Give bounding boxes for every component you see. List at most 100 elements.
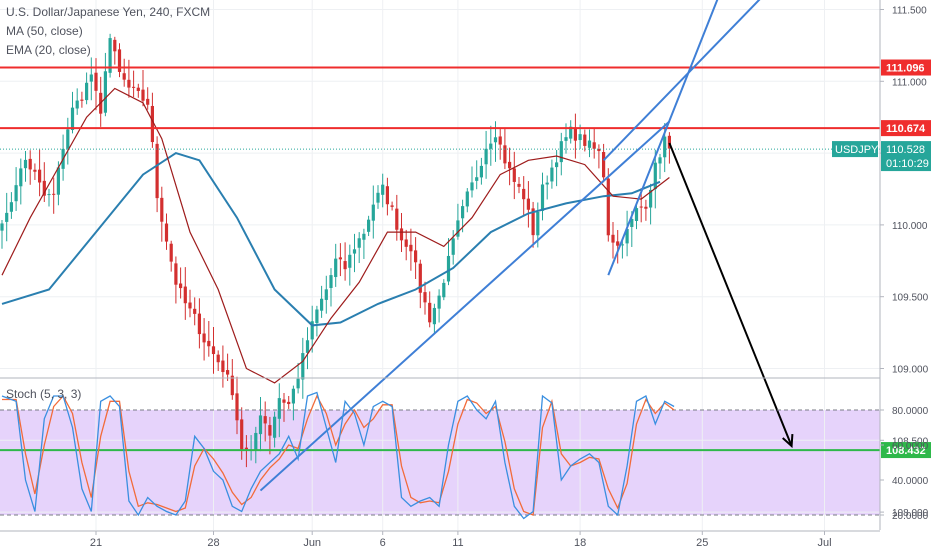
candle-body <box>273 416 277 438</box>
candle-body <box>545 182 549 185</box>
candle-body <box>630 219 634 227</box>
candle-body <box>127 79 131 88</box>
time-tick-label: Jun <box>303 537 321 549</box>
price-tick-label: 109.500 <box>892 293 929 304</box>
candle-body <box>498 136 502 145</box>
candle-body <box>287 401 291 405</box>
candle-body <box>381 184 385 195</box>
candle-body <box>235 393 239 421</box>
stoch-legend: Stoch (5, 3, 3) <box>6 387 82 401</box>
candle-body <box>310 321 314 340</box>
candle-body <box>522 188 526 200</box>
candle-body <box>493 137 498 143</box>
candle-body <box>663 136 667 158</box>
candle-body <box>465 191 469 207</box>
candle-body <box>446 255 451 282</box>
candle-body <box>19 168 23 187</box>
candle-body <box>254 432 258 451</box>
candle-body <box>207 340 211 347</box>
candle-body <box>150 105 154 143</box>
candle-body <box>305 340 310 353</box>
candle-body <box>442 282 446 298</box>
candle-body <box>28 158 32 170</box>
candle-body <box>202 333 206 343</box>
candle-body <box>625 228 629 244</box>
candle-body <box>113 39 117 52</box>
candle-body <box>583 134 587 146</box>
candle-body <box>649 189 653 208</box>
candle-body <box>14 185 18 202</box>
candle-body <box>240 419 244 450</box>
candle-body <box>517 183 521 187</box>
candle-body <box>9 202 13 212</box>
candle-body <box>258 415 263 435</box>
price-tick-label: 108.000 <box>892 508 929 519</box>
candle-body <box>160 197 164 222</box>
candle-body <box>573 127 577 141</box>
candle-body <box>475 177 479 181</box>
candle-body <box>414 250 418 263</box>
ema20-line <box>1 87 670 384</box>
candle-body <box>42 180 46 196</box>
candle-body <box>174 263 178 285</box>
candle-body <box>268 425 272 436</box>
stoch-k-line <box>1 391 675 520</box>
candle-body <box>155 143 159 199</box>
candle-body <box>569 126 573 139</box>
candle-body <box>371 204 375 221</box>
candle-body <box>56 167 60 195</box>
candle-body <box>38 169 42 183</box>
candle-body <box>221 360 225 373</box>
candle-body <box>179 283 183 289</box>
candle-body <box>197 313 201 335</box>
candle-body <box>216 354 220 363</box>
resistance-lower-price-tag <box>881 120 931 137</box>
time-tick-label: 18 <box>574 537 586 549</box>
candle-body <box>653 162 657 190</box>
candle-body <box>376 192 380 203</box>
candle-body <box>47 194 51 196</box>
candle-body <box>226 370 230 375</box>
candle-body <box>456 220 460 237</box>
candle-body <box>282 399 286 403</box>
projection-arrow <box>668 142 793 447</box>
time-tick-label: Jul <box>817 537 831 549</box>
candle-body <box>385 186 389 205</box>
candle-body <box>357 238 361 248</box>
time-tick-label: 6 <box>380 537 386 549</box>
candle-body <box>555 162 559 168</box>
candle-body <box>183 286 187 304</box>
candle-body <box>263 416 267 424</box>
candle-body <box>343 261 347 270</box>
candle-body <box>658 157 662 164</box>
candle-body <box>418 263 422 293</box>
candle-body <box>489 143 493 149</box>
candle-body <box>602 152 606 178</box>
candle-body <box>512 168 516 182</box>
price-tick-label: 109.000 <box>892 365 929 376</box>
candle-body <box>164 223 169 242</box>
resistance-upper-price-tag <box>881 59 931 76</box>
candle-body <box>352 249 357 254</box>
candle-body <box>540 184 545 211</box>
candle-body <box>132 86 136 88</box>
candle-body <box>66 129 70 149</box>
candle-body <box>85 82 89 101</box>
candle-body <box>508 161 512 169</box>
candle-body <box>536 211 540 236</box>
time-tick-label: 21 <box>90 537 102 549</box>
candle-body <box>136 87 140 91</box>
ma50-legend: MA (50, close) <box>6 24 83 38</box>
candle-body <box>404 239 408 247</box>
candle-body <box>5 212 9 222</box>
resistance-upper-tag-label: 111.096 <box>886 63 925 75</box>
price-axis-background <box>880 0 932 550</box>
candle-body <box>169 243 173 262</box>
candle-body <box>146 98 150 105</box>
candle-body <box>329 275 333 288</box>
candle-body <box>587 140 592 148</box>
countdown-label: 01:10:29 <box>886 158 929 170</box>
candle-body <box>395 208 399 230</box>
support-target-tag-label: 108.432 <box>886 445 926 457</box>
